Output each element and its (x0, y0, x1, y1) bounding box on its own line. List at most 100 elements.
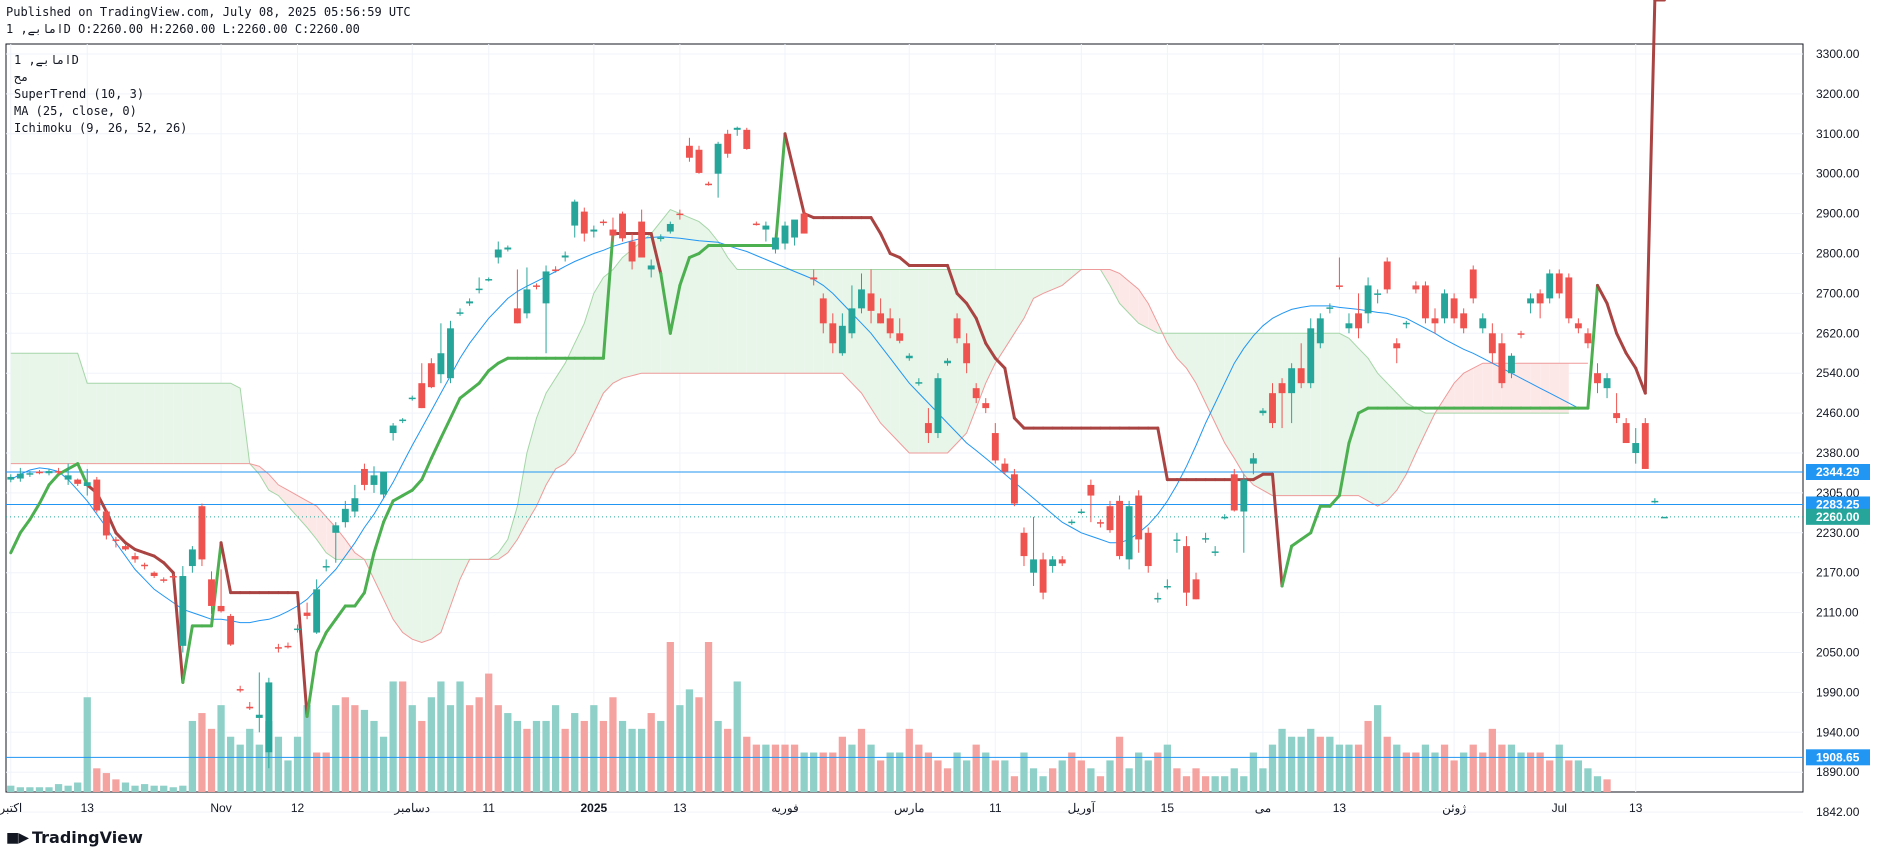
supertrend-segment (659, 271, 672, 335)
cloud-segment (154, 383, 164, 464)
cloud-segment (622, 249, 633, 379)
candle (265, 677, 273, 769)
supertrend-segment (496, 356, 510, 365)
cloud-segment (555, 363, 566, 469)
supertrend-segment (1328, 494, 1341, 508)
candle (389, 423, 397, 441)
candle (332, 522, 340, 563)
indicator-ma[interactable]: MA (25, close, 0) (14, 104, 137, 118)
candle-body (542, 271, 550, 304)
candle (351, 484, 359, 517)
cloud-segment (39, 353, 50, 464)
candle (724, 129, 732, 158)
candle-body (217, 605, 225, 612)
volume-bar (962, 760, 971, 792)
price-label-box (1806, 508, 1870, 525)
cloud-segment (1348, 338, 1359, 496)
cloud-segment (1262, 333, 1273, 496)
y-tick-label: 2110.00 (1816, 606, 1859, 620)
candle-body (303, 612, 311, 616)
cloud-segment (1110, 269, 1120, 304)
volume-bar (1307, 728, 1315, 792)
candle (666, 221, 674, 234)
supertrend-segment (47, 472, 61, 487)
candle (236, 685, 244, 693)
candle (399, 418, 407, 424)
supertrend-segment (143, 551, 156, 558)
candle (991, 423, 999, 464)
candle (542, 265, 550, 354)
candle-body (341, 508, 349, 523)
supertrend-segment (993, 356, 1007, 370)
cloud-segment (1148, 303, 1158, 334)
volume-bar (599, 720, 608, 792)
volume-bar (1115, 736, 1124, 792)
candle (1058, 556, 1066, 567)
candle-body (1651, 500, 1659, 503)
candle (1527, 293, 1535, 314)
candle (877, 298, 885, 324)
indicator-supertrend[interactable]: SuperTrend (10, 3) (14, 87, 145, 101)
candle (1594, 363, 1601, 394)
supertrend-segment (1605, 301, 1619, 335)
volume-bar (1440, 744, 1449, 792)
supertrend-segment (946, 263, 959, 295)
candle-body (1565, 277, 1573, 319)
volume-bar (848, 744, 856, 792)
volume-bar (370, 720, 378, 792)
candle-body (1087, 484, 1095, 496)
volume-bar (1173, 768, 1181, 792)
candle-body (1393, 343, 1401, 349)
indicator-ichimoku[interactable]: Ichimoku (9, 26, 52, 26) (14, 121, 188, 135)
candle-body (1374, 293, 1382, 295)
volume-bar (647, 713, 655, 792)
volume-bar (303, 705, 311, 792)
candle (867, 269, 875, 324)
cloud-segment (77, 353, 88, 464)
cloud-segment (957, 269, 967, 444)
candle (1240, 474, 1248, 553)
x-tick-label: 2025 (580, 801, 607, 815)
candle-body (332, 525, 340, 533)
volume-bar (1565, 760, 1573, 792)
brand-name: TradingView (32, 828, 143, 847)
volume-bar (1125, 768, 1133, 792)
supertrend-segment (1299, 531, 1313, 541)
cloud-segment (1176, 333, 1187, 369)
volume-bar (1374, 705, 1382, 792)
x-tick-label: Nov (210, 801, 231, 815)
volume-bar (121, 782, 130, 792)
symbol-label[interactable]: امابے, 1D (14, 53, 79, 67)
price-label-box (1806, 496, 1870, 513)
tradingview-brand[interactable]: ■▶ TradingView (6, 828, 143, 847)
candle-body (619, 213, 626, 239)
x-tick-label: 13 (1333, 801, 1347, 815)
volume-bar (924, 752, 933, 792)
y-tick-label: 2620.00 (1816, 326, 1860, 340)
volume-bar (322, 752, 330, 792)
volume-bar (561, 728, 569, 792)
candle (466, 298, 474, 306)
supertrend-segment (1003, 366, 1016, 420)
volume-bar (217, 705, 225, 792)
candle-body (552, 269, 560, 272)
volume-bar (207, 728, 216, 792)
volume-bar (685, 689, 694, 792)
candle-body (83, 482, 91, 486)
cloud-segment (1521, 363, 1531, 414)
candle (141, 562, 149, 570)
candle-body (26, 473, 34, 475)
candle (83, 468, 91, 496)
candle-body (513, 308, 521, 324)
supertrend-segment (955, 291, 969, 305)
candle (1383, 257, 1391, 294)
candle-body (991, 433, 999, 461)
candle-body (1345, 323, 1353, 329)
candle (408, 395, 416, 401)
ichimoku-span-b (10, 269, 1588, 644)
volume-bar (1106, 760, 1114, 792)
candle (1106, 500, 1114, 533)
volume-bar (150, 785, 158, 792)
candle-body (466, 301, 474, 304)
